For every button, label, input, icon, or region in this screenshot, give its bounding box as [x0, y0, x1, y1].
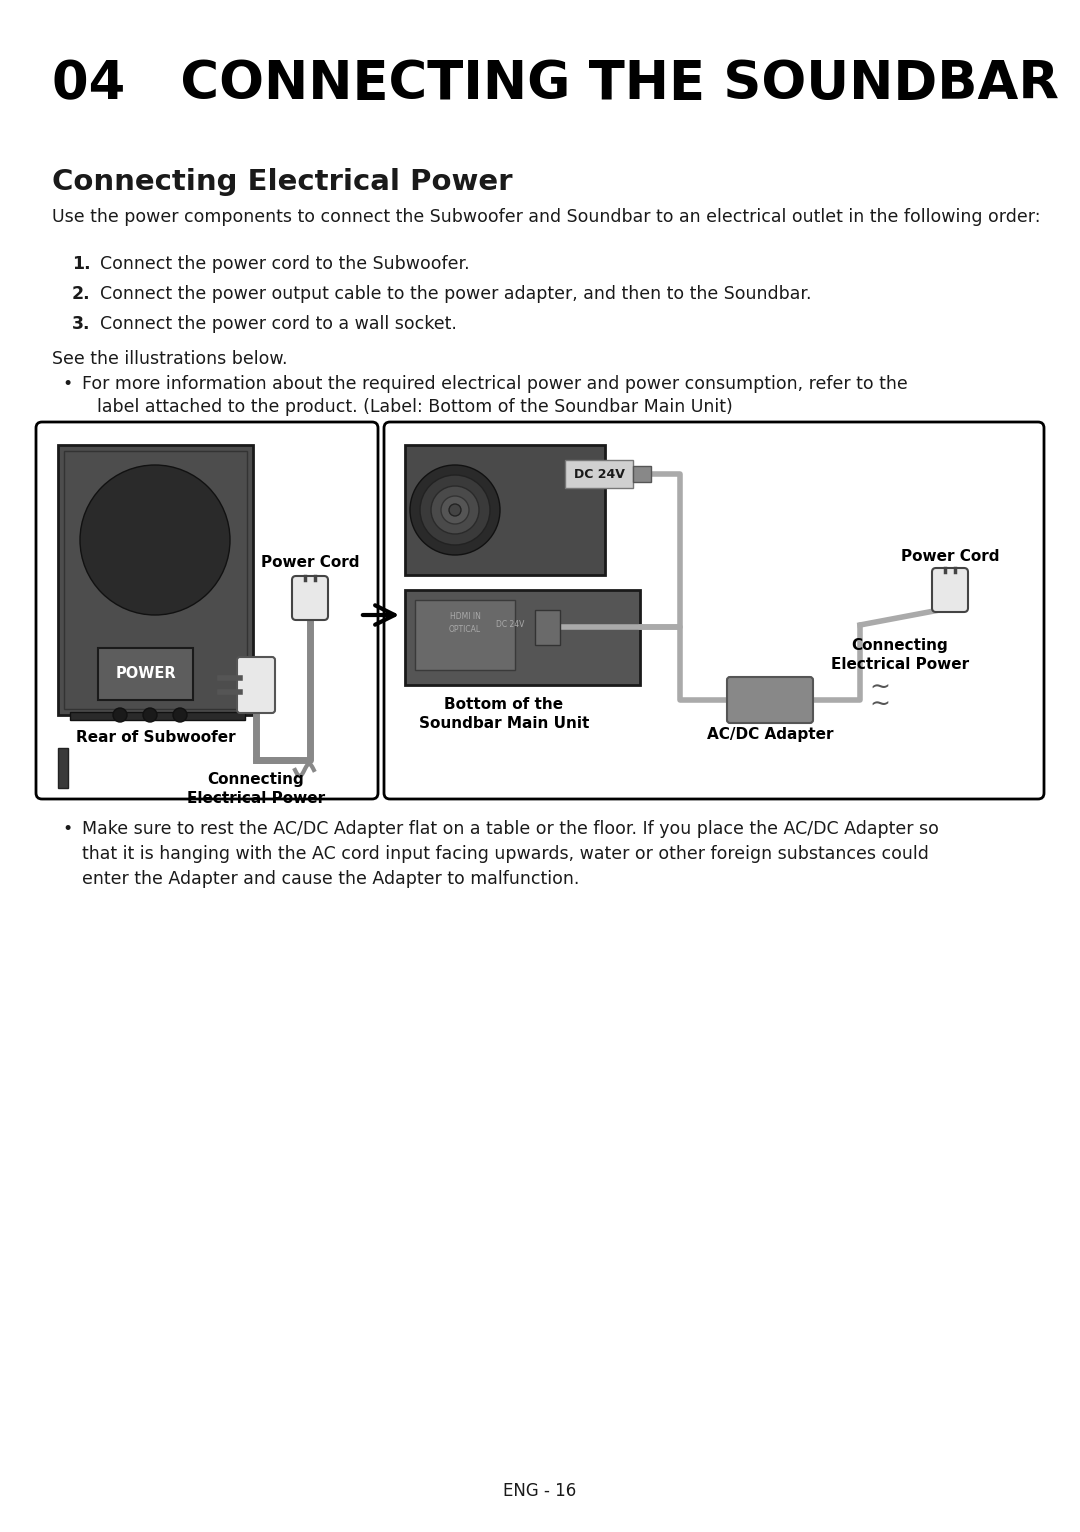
Text: AC/DC Adapter: AC/DC Adapter: [706, 728, 834, 741]
Bar: [415, 601, 515, 669]
FancyBboxPatch shape: [727, 677, 813, 723]
Text: Connect the power output cable to the power adapter, and then to the Soundbar.: Connect the power output cable to the po…: [100, 285, 811, 303]
Bar: [70, 712, 245, 720]
Text: DC 24V: DC 24V: [496, 620, 524, 630]
Text: Rear of Subwoofer: Rear of Subwoofer: [76, 731, 235, 745]
Circle shape: [113, 708, 127, 722]
FancyBboxPatch shape: [292, 576, 328, 620]
Circle shape: [410, 466, 500, 555]
Text: •: •: [62, 820, 72, 838]
Bar: [58, 444, 253, 715]
Circle shape: [431, 486, 480, 535]
Bar: [58, 748, 68, 787]
Text: Make sure to rest the AC/DC Adapter flat on a table or the floor. If you place t: Make sure to rest the AC/DC Adapter flat…: [82, 820, 939, 838]
Circle shape: [145, 530, 165, 550]
Text: 2.: 2.: [72, 285, 91, 303]
Circle shape: [120, 506, 190, 574]
Text: Connecting
Electrical Power: Connecting Electrical Power: [831, 637, 969, 671]
Text: See the illustrations below.: See the illustrations below.: [52, 349, 287, 368]
Text: DC 24V: DC 24V: [573, 467, 624, 481]
Text: Connecting
Electrical Power: Connecting Electrical Power: [187, 772, 325, 806]
Text: that it is hanging with the AC cord input facing upwards, water or other foreign: that it is hanging with the AC cord inpu…: [82, 846, 929, 863]
Circle shape: [151, 536, 159, 544]
Text: label attached to the product. (Label: Bottom of the Soundbar Main Unit): label attached to the product. (Label: B…: [97, 398, 732, 417]
Text: Power Cord: Power Cord: [260, 555, 360, 570]
Text: Connecting Electrical Power: Connecting Electrical Power: [52, 169, 513, 196]
Circle shape: [133, 518, 177, 562]
Text: Power Cord: Power Cord: [901, 548, 999, 564]
Text: Use the power components to connect the Subwoofer and Soundbar to an electrical : Use the power components to connect the …: [52, 208, 1040, 227]
FancyBboxPatch shape: [932, 568, 968, 611]
Circle shape: [173, 708, 187, 722]
Text: enter the Adapter and cause the Adapter to malfunction.: enter the Adapter and cause the Adapter …: [82, 870, 579, 889]
Text: ∼: ∼: [869, 692, 891, 717]
Text: For more information about the required electrical power and power consumption, : For more information about the required …: [82, 375, 908, 394]
FancyBboxPatch shape: [384, 421, 1044, 800]
Text: OPTICAL: OPTICAL: [449, 625, 481, 634]
FancyBboxPatch shape: [36, 421, 378, 800]
Bar: [405, 444, 605, 574]
Bar: [64, 450, 247, 709]
Text: HDMI IN: HDMI IN: [449, 611, 481, 620]
Bar: [565, 460, 633, 489]
FancyBboxPatch shape: [237, 657, 275, 712]
Text: 1.: 1.: [72, 254, 91, 273]
Circle shape: [449, 504, 461, 516]
Circle shape: [107, 492, 203, 588]
Circle shape: [80, 466, 230, 614]
Text: 3.: 3.: [72, 316, 91, 332]
Bar: [633, 466, 651, 483]
Circle shape: [420, 475, 490, 545]
Circle shape: [93, 478, 217, 602]
Text: Connect the power cord to a wall socket.: Connect the power cord to a wall socket.: [100, 316, 457, 332]
Text: ∼: ∼: [869, 676, 891, 700]
Text: ENG - 16: ENG - 16: [503, 1481, 577, 1500]
Text: Bottom of the
Soundbar Main Unit: Bottom of the Soundbar Main Unit: [419, 697, 590, 731]
Bar: [405, 590, 640, 685]
Bar: [98, 648, 193, 700]
Text: Connect the power cord to the Subwoofer.: Connect the power cord to the Subwoofer.: [100, 254, 470, 273]
Text: •: •: [62, 375, 72, 394]
Text: POWER: POWER: [116, 666, 176, 682]
Text: 04   CONNECTING THE SOUNDBAR: 04 CONNECTING THE SOUNDBAR: [52, 58, 1059, 110]
Bar: [535, 610, 561, 645]
Circle shape: [143, 708, 157, 722]
Circle shape: [441, 496, 469, 524]
